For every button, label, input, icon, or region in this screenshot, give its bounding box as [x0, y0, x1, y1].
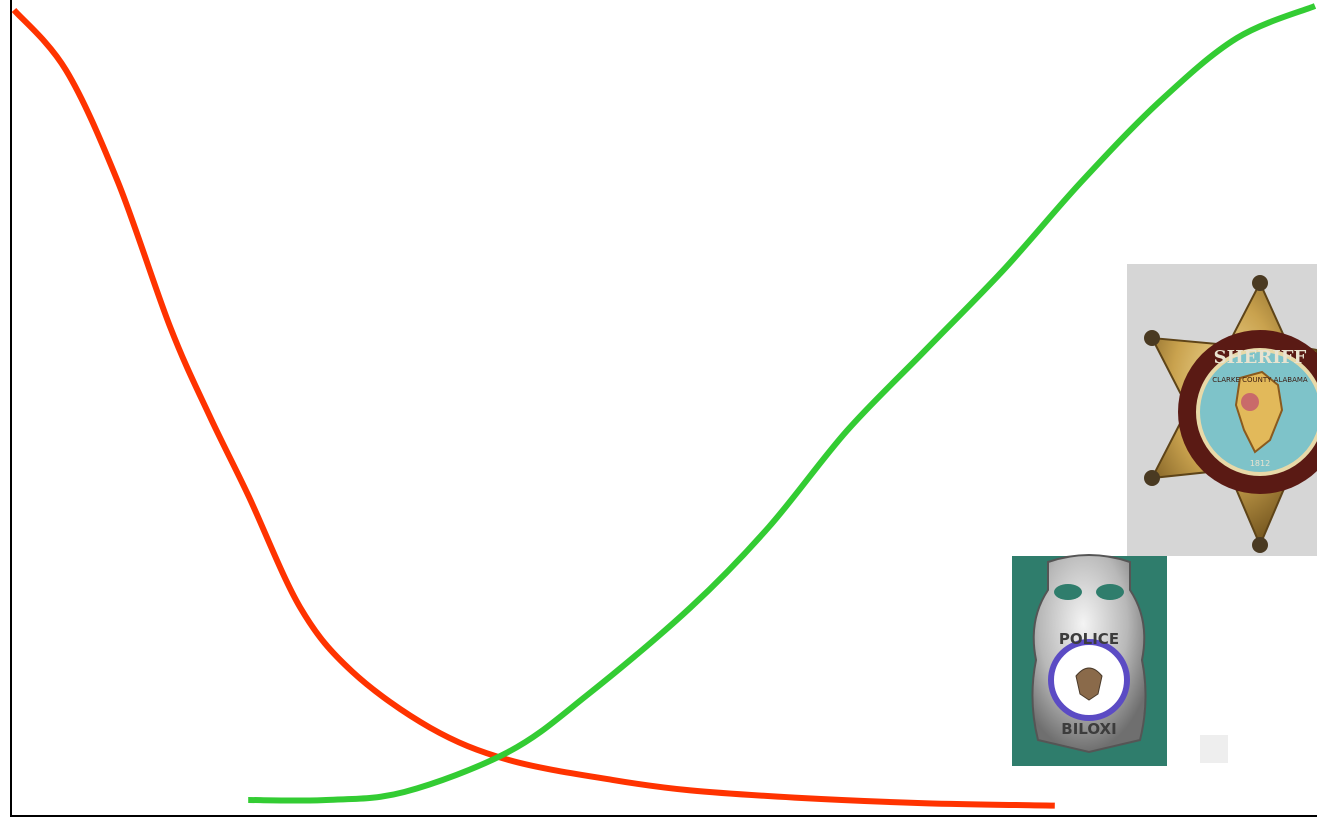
police-shield-badge-icon: POLICE BILOXI	[1012, 554, 1228, 766]
police-badge-lettering: POLICE	[1059, 630, 1119, 648]
sheriff-badge-year-lettering: 1812	[1250, 459, 1270, 468]
series-line-1	[11, 7, 1055, 809]
sheriff-star-badge-icon: SHERIFF CLARKE COUNTY ALABAMA 1812	[1127, 264, 1317, 556]
sheriff-badge-lettering: SHERIFF	[1214, 347, 1307, 368]
series-line-2	[248, 3, 1317, 804]
police-badge-city-lettering: BILOXI	[1061, 720, 1116, 738]
series-layer	[11, 3, 1317, 809]
sheriff-badge-ring-lettering: CLARKE COUNTY ALABAMA	[1212, 376, 1308, 384]
